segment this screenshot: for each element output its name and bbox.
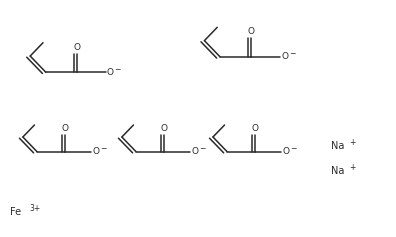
Text: O: O xyxy=(107,68,114,77)
Text: 3+: 3+ xyxy=(29,204,40,213)
Text: O: O xyxy=(62,124,69,133)
Text: Fe: Fe xyxy=(10,207,21,217)
Text: O: O xyxy=(92,147,99,156)
Text: O: O xyxy=(74,43,81,52)
Text: −: − xyxy=(289,49,295,58)
Text: Na: Na xyxy=(331,141,344,151)
Text: +: + xyxy=(350,138,356,147)
Text: Na: Na xyxy=(331,166,344,176)
Text: O: O xyxy=(282,147,289,156)
Text: O: O xyxy=(161,124,168,133)
Text: O: O xyxy=(248,27,255,36)
Text: O: O xyxy=(281,52,288,61)
Text: O: O xyxy=(191,147,198,156)
Text: −: − xyxy=(290,144,296,153)
Text: O: O xyxy=(252,124,259,133)
Text: +: + xyxy=(350,163,356,172)
Text: −: − xyxy=(100,144,106,153)
Text: −: − xyxy=(114,65,121,74)
Text: −: − xyxy=(199,144,205,153)
